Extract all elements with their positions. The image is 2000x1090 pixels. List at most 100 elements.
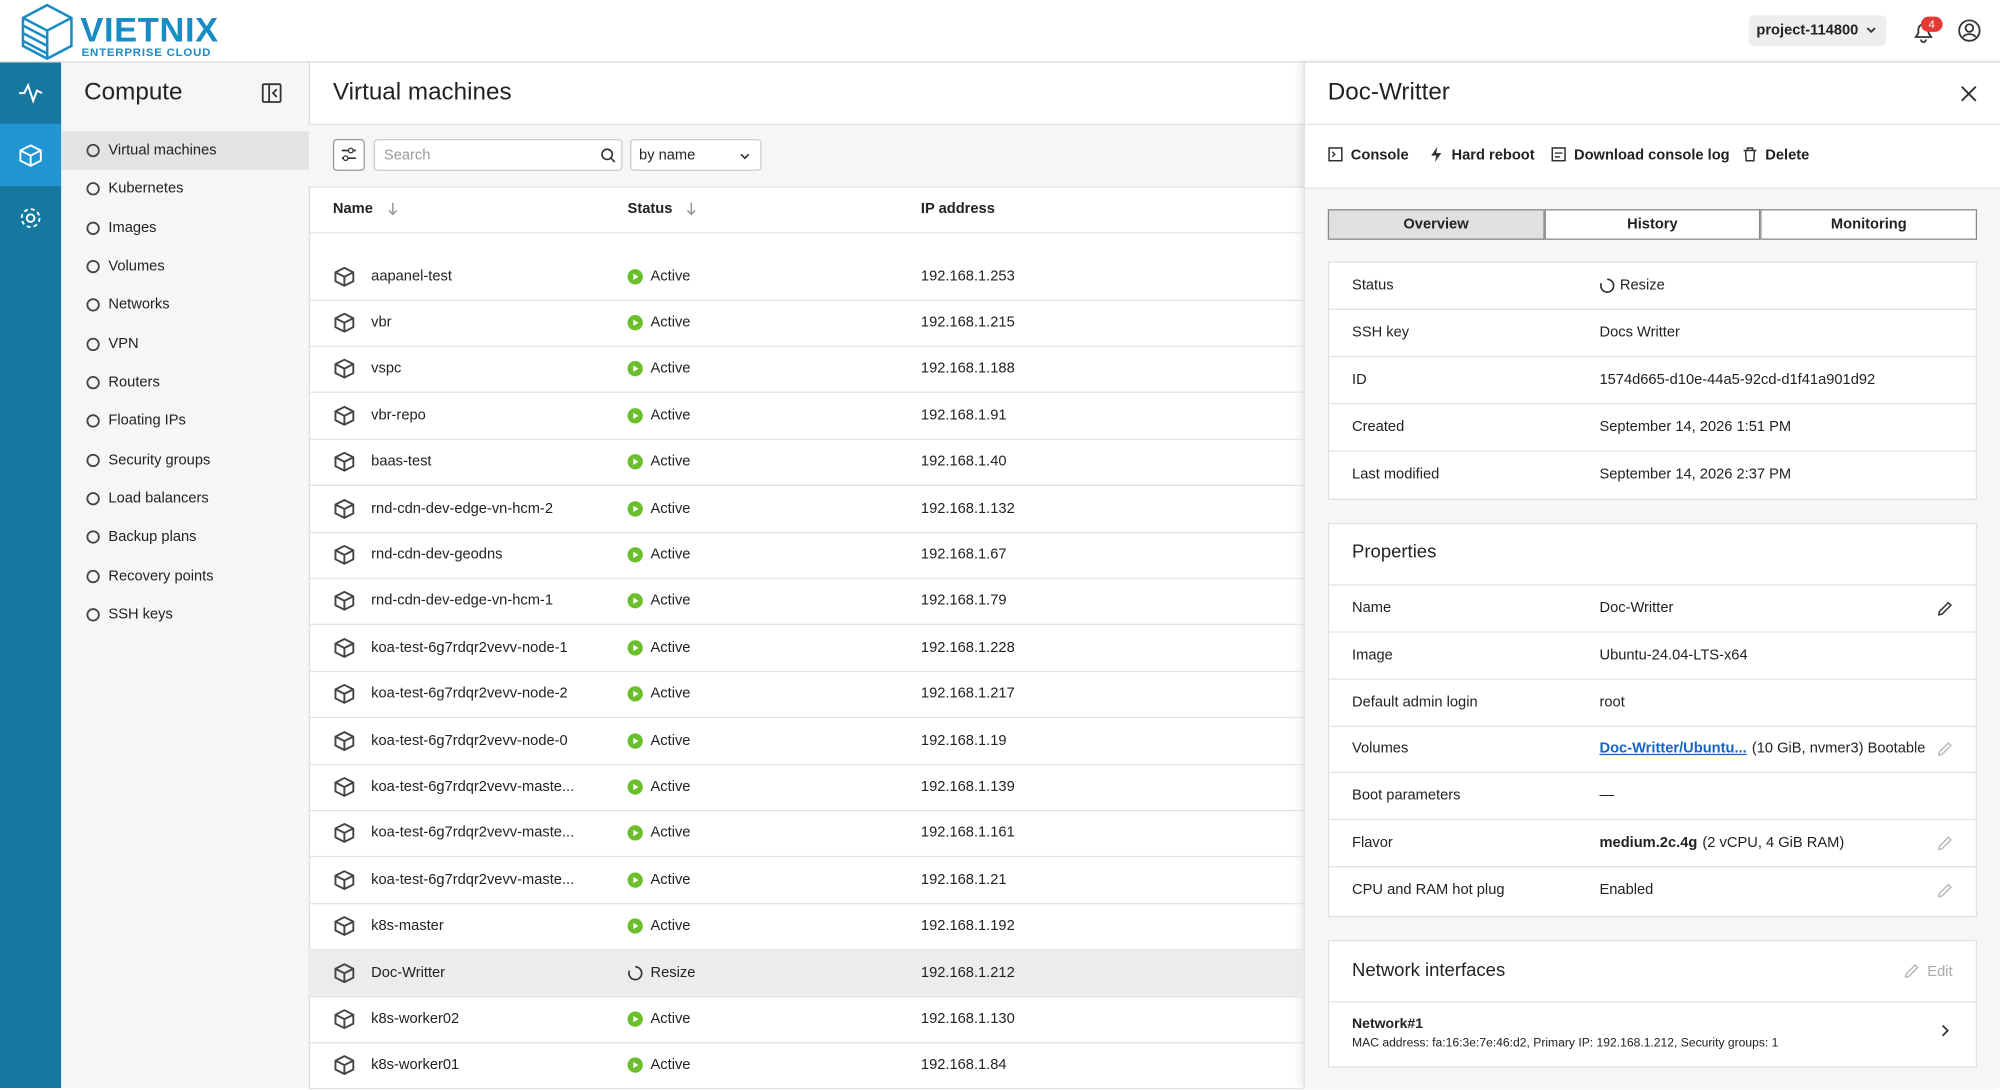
action-button[interactable]: Download console log	[1573, 147, 1730, 164]
action-button[interactable]: Console	[1350, 147, 1409, 164]
logo-title: VIETNIX	[80, 10, 219, 50]
status-icon	[627, 918, 643, 934]
top-bar	[0, 0, 2000, 63]
field-value: Enabled	[1599, 882, 1654, 898]
nav-item[interactable]: Security groups	[108, 452, 211, 468]
vm-name[interactable]: k8s-worker02	[371, 1011, 460, 1027]
sort-icon	[686, 202, 696, 216]
nav-item[interactable]: VPN	[108, 336, 139, 352]
nav-item[interactable]: Recovery points	[108, 568, 214, 584]
status-icon	[627, 1057, 643, 1074]
nav-item[interactable]: Volumes	[108, 258, 165, 275]
vm-ip: 192.168.1.130	[920, 1011, 1015, 1027]
vm-name[interactable]: k8s-master	[371, 918, 444, 934]
action-icon	[1742, 147, 1757, 162]
tab[interactable]: History	[1544, 209, 1761, 240]
field-value: Doc-Writter	[1599, 600, 1674, 617]
field-label: Image	[1352, 647, 1393, 664]
nav-item[interactable]: Virtual machines	[108, 142, 217, 159]
edit-icon[interactable]	[1937, 601, 1952, 616]
vm-name[interactable]: aapanel-test	[371, 268, 452, 284]
vm-ip: 192.168.1.188	[920, 361, 1015, 377]
chevron-right[interactable]	[1940, 1024, 1950, 1037]
field-value[interactable]: Doc-Writter/Ubuntu...	[1599, 741, 1747, 757]
close-button[interactable]	[1960, 85, 1977, 102]
project-select[interactable]: project-114800	[1748, 15, 1887, 46]
vm-name[interactable]: koa-test-6g7rdqr2vevv-maste...	[371, 779, 575, 795]
row-line	[1329, 308, 1976, 310]
vm-icon	[334, 730, 355, 751]
status-icon	[627, 500, 643, 516]
vm-status: Active	[650, 639, 691, 656]
nav-item[interactable]: Load balancers	[108, 491, 209, 507]
field-label: Name	[1352, 600, 1392, 617]
settings-icon[interactable]	[19, 207, 42, 230]
nav-item[interactable]: Kubernetes	[108, 181, 184, 197]
status-icon-svg	[627, 639, 643, 656]
vm-name[interactable]: vbr	[371, 314, 392, 331]
field-label: SSH key	[1352, 325, 1410, 341]
nav-item[interactable]: Networks	[108, 297, 170, 313]
search-input[interactable]: Search	[373, 139, 623, 171]
vm-name[interactable]: rnd-cdn-dev-edge-vn-hcm-1	[371, 593, 553, 609]
row-line	[308, 670, 1304, 672]
filter-button[interactable]	[332, 139, 365, 171]
collapse-icon[interactable]	[261, 83, 282, 103]
vm-name[interactable]: koa-test-6g7rdqr2vevv-node-0	[371, 732, 568, 749]
edit-icon[interactable]	[1937, 742, 1952, 757]
vm-name[interactable]: rnd-cdn-dev-edge-vn-hcm-2	[371, 500, 553, 516]
nav-item[interactable]: Routers	[108, 374, 160, 391]
nav-icon	[85, 414, 100, 429]
compute-icon[interactable]	[19, 144, 42, 167]
vm-status: Active	[650, 361, 691, 377]
vm-icon-svg	[334, 266, 355, 287]
nav-item[interactable]: Images	[108, 220, 157, 236]
sort-value: by name	[639, 147, 696, 164]
nav-item[interactable]: Backup plans	[108, 529, 197, 546]
vm-name[interactable]: Doc-Writter	[371, 964, 446, 981]
status-icon-svg	[627, 314, 643, 331]
vm-name[interactable]: koa-test-6g7rdqr2vevv-maste...	[371, 825, 575, 841]
vm-name[interactable]: rnd-cdn-dev-geodns	[371, 547, 503, 563]
vm-icon	[334, 776, 355, 797]
vm-name[interactable]: baas-test	[371, 454, 432, 470]
status-icon-svg	[627, 454, 643, 470]
vm-name[interactable]: vspc	[371, 361, 402, 377]
edit-icon[interactable]	[1937, 882, 1952, 898]
vm-name[interactable]: vbr-repo	[371, 407, 426, 424]
sort-select[interactable]: by name	[630, 139, 762, 171]
vm-status: Active	[650, 825, 691, 841]
vm-name[interactable]: koa-test-6g7rdqr2vevv-maste...	[371, 872, 575, 888]
field-note: (10 GiB, nvmer3) Bootable	[1751, 741, 1926, 757]
vm-name[interactable]: koa-test-6g7rdqr2vevv-node-2	[371, 686, 568, 702]
vm-icon-svg	[334, 1009, 355, 1029]
status-icon	[627, 872, 643, 888]
vm-icon	[334, 962, 355, 983]
account-icon[interactable]	[1958, 19, 1981, 42]
status-icon	[627, 1011, 643, 1027]
field-value: September 14, 2026 1:51 PM	[1599, 419, 1792, 435]
logo-icon	[21, 3, 73, 61]
action-button[interactable]: Hard reboot	[1451, 147, 1535, 164]
monitor-icon[interactable]	[18, 82, 44, 104]
vm-icon	[334, 451, 355, 472]
status-icon-svg	[627, 547, 643, 563]
status-icon-svg	[627, 593, 643, 609]
status-icon	[627, 639, 643, 656]
tab[interactable]: Overview	[1327, 209, 1545, 240]
network-detail: MAC address: fa:16:3e:7e:46:d2, Primary …	[1352, 1036, 1779, 1051]
nav-item[interactable]: SSH keys	[108, 607, 173, 623]
vm-name[interactable]: k8s-worker01	[371, 1057, 460, 1074]
edit-icon[interactable]	[1937, 835, 1952, 851]
vm-status: Active	[650, 314, 691, 331]
row-line	[1329, 772, 1976, 774]
status-icon-svg	[627, 500, 643, 516]
action-button[interactable]: Delete	[1765, 147, 1810, 164]
vm-name[interactable]: koa-test-6g7rdqr2vevv-node-1	[371, 639, 568, 656]
nav-active	[61, 131, 309, 170]
vm-status: Active	[650, 593, 691, 609]
nav-icon	[85, 259, 100, 274]
vm-status: Active	[650, 454, 691, 470]
nav-item[interactable]: Floating IPs	[108, 413, 186, 429]
tab[interactable]: Monitoring	[1760, 209, 1978, 240]
